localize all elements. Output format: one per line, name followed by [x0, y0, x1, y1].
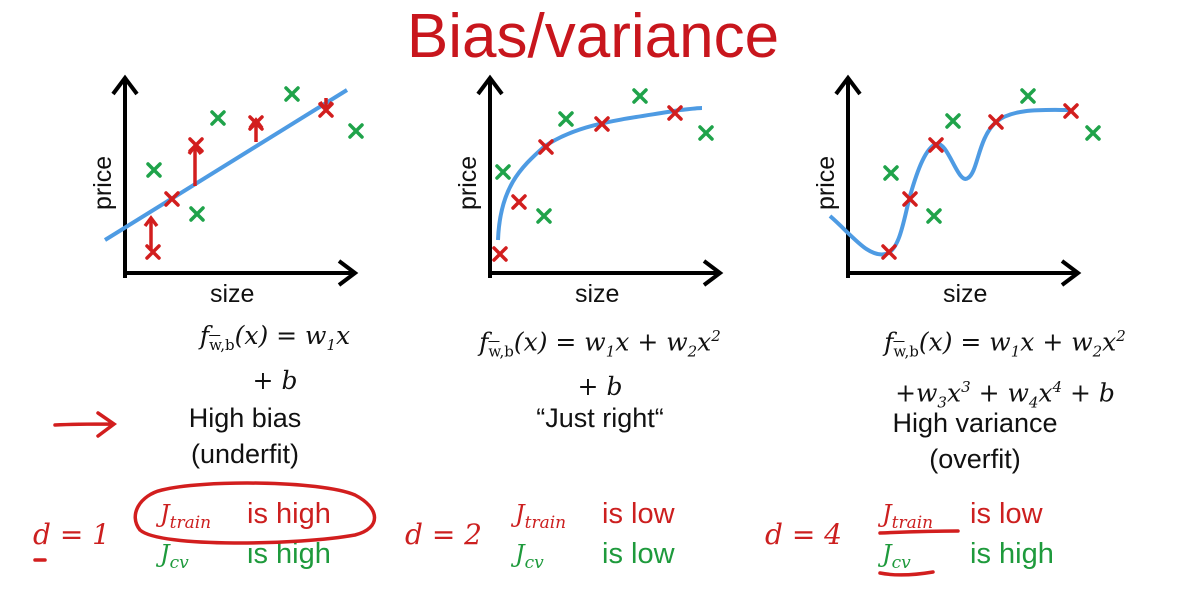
j-cv-status: is high	[970, 538, 1054, 570]
formula-line-2: + b	[252, 366, 298, 395]
x-axis-label: size	[210, 280, 255, 308]
caption-overfit: High variance (overfit)	[840, 405, 1110, 477]
x-axis-label: size	[943, 280, 988, 308]
degree-label-underfit: d = 1	[33, 518, 110, 551]
caption-line-2: (overfit)	[929, 444, 1021, 474]
cv-point-marker	[146, 162, 162, 178]
j-train-status: is low	[602, 498, 675, 530]
j-train-label: Jtrain	[515, 500, 567, 533]
j-cv-status: is low	[602, 538, 675, 570]
formula-line-1: fw,b(x) = w1x	[199, 321, 351, 354]
train-point-marker	[1063, 103, 1079, 119]
fit-curve	[496, 106, 703, 241]
train-point-marker	[164, 191, 180, 207]
caption-line-2: (underfit)	[190, 439, 300, 469]
cv-point-marker	[284, 86, 300, 102]
axes	[111, 74, 359, 287]
cv-point-marker	[1020, 88, 1036, 104]
train-point-marker	[594, 116, 610, 132]
j-train-status: is high	[247, 498, 331, 530]
train-point-marker	[248, 115, 264, 131]
plot-just-right: price size	[450, 68, 750, 318]
cv-point-marker	[348, 123, 364, 139]
j-cv-label: Jcv	[160, 540, 189, 573]
axes	[834, 74, 1082, 287]
train-point-marker	[492, 246, 508, 262]
formula-line-2: + b	[577, 372, 623, 402]
train-point-marker	[538, 139, 554, 155]
train-point-marker	[902, 191, 918, 207]
train-point-marker	[188, 137, 204, 153]
circle-annotation	[133, 481, 377, 545]
cv-point-marker	[189, 206, 205, 222]
train-point-marker	[667, 105, 683, 121]
train-point-marker	[318, 102, 334, 118]
pointer-arrow	[53, 411, 117, 438]
formula-line-2: +w3x3 + w4x4 + b	[895, 378, 1115, 412]
j-train-status: is low	[970, 498, 1043, 530]
formula-underfit: fw,b(x) = w1x + b	[180, 318, 370, 399]
fit-line	[103, 88, 349, 242]
cv-point-marker	[883, 165, 899, 181]
cv-point-marker	[536, 208, 552, 224]
cv-point-marker	[1085, 125, 1101, 141]
axes	[476, 74, 724, 287]
cv-point-marker	[945, 113, 961, 129]
formula-just-right: fw,b(x) = w1x + w2x2 + b	[450, 318, 750, 405]
j-train-label: Jtrain	[160, 500, 212, 533]
caption-line-1: High variance	[892, 408, 1058, 438]
cv-point-marker	[495, 164, 511, 180]
j-train-label: Jtrain	[882, 500, 934, 533]
caption-underfit: High bias (underfit)	[135, 400, 355, 472]
underline-j-cv	[878, 570, 935, 577]
formula-line-1: fw,b(x) = w1x + w2x2	[479, 327, 721, 361]
caption-line-1: “Just right“	[536, 403, 664, 433]
train-point-marker	[881, 244, 897, 260]
cv-point-marker	[210, 110, 226, 126]
j-cv-label: Jcv	[882, 540, 911, 573]
x-axis-label: size	[575, 280, 620, 308]
train-point-marker	[511, 194, 527, 210]
train-point-marker	[928, 137, 944, 153]
j-cv-label: Jcv	[515, 540, 544, 573]
caption-line-1: High bias	[188, 403, 302, 433]
cv-point-marker	[926, 208, 942, 224]
cv-point-marker	[698, 125, 714, 141]
page-title: Bias/variance	[406, 2, 780, 71]
formula-line-1: fw,b(x) = w1x + w2x2	[884, 327, 1126, 361]
underline-j-train	[878, 529, 960, 535]
degree-label-just-right: d = 2	[405, 518, 482, 551]
cv-point-marker	[558, 111, 574, 127]
degree-label-overfit: d = 4	[765, 518, 842, 551]
caption-just-right: “Just right“	[480, 400, 720, 436]
train-point-marker	[145, 244, 161, 260]
plot-just-right-svg	[476, 74, 724, 287]
cv-point-marker	[632, 88, 648, 104]
formula-overfit: fw,b(x) = w1x + w2x2 +w3x3 + w4x4 + b	[845, 318, 1165, 421]
train-point-marker	[988, 114, 1004, 130]
